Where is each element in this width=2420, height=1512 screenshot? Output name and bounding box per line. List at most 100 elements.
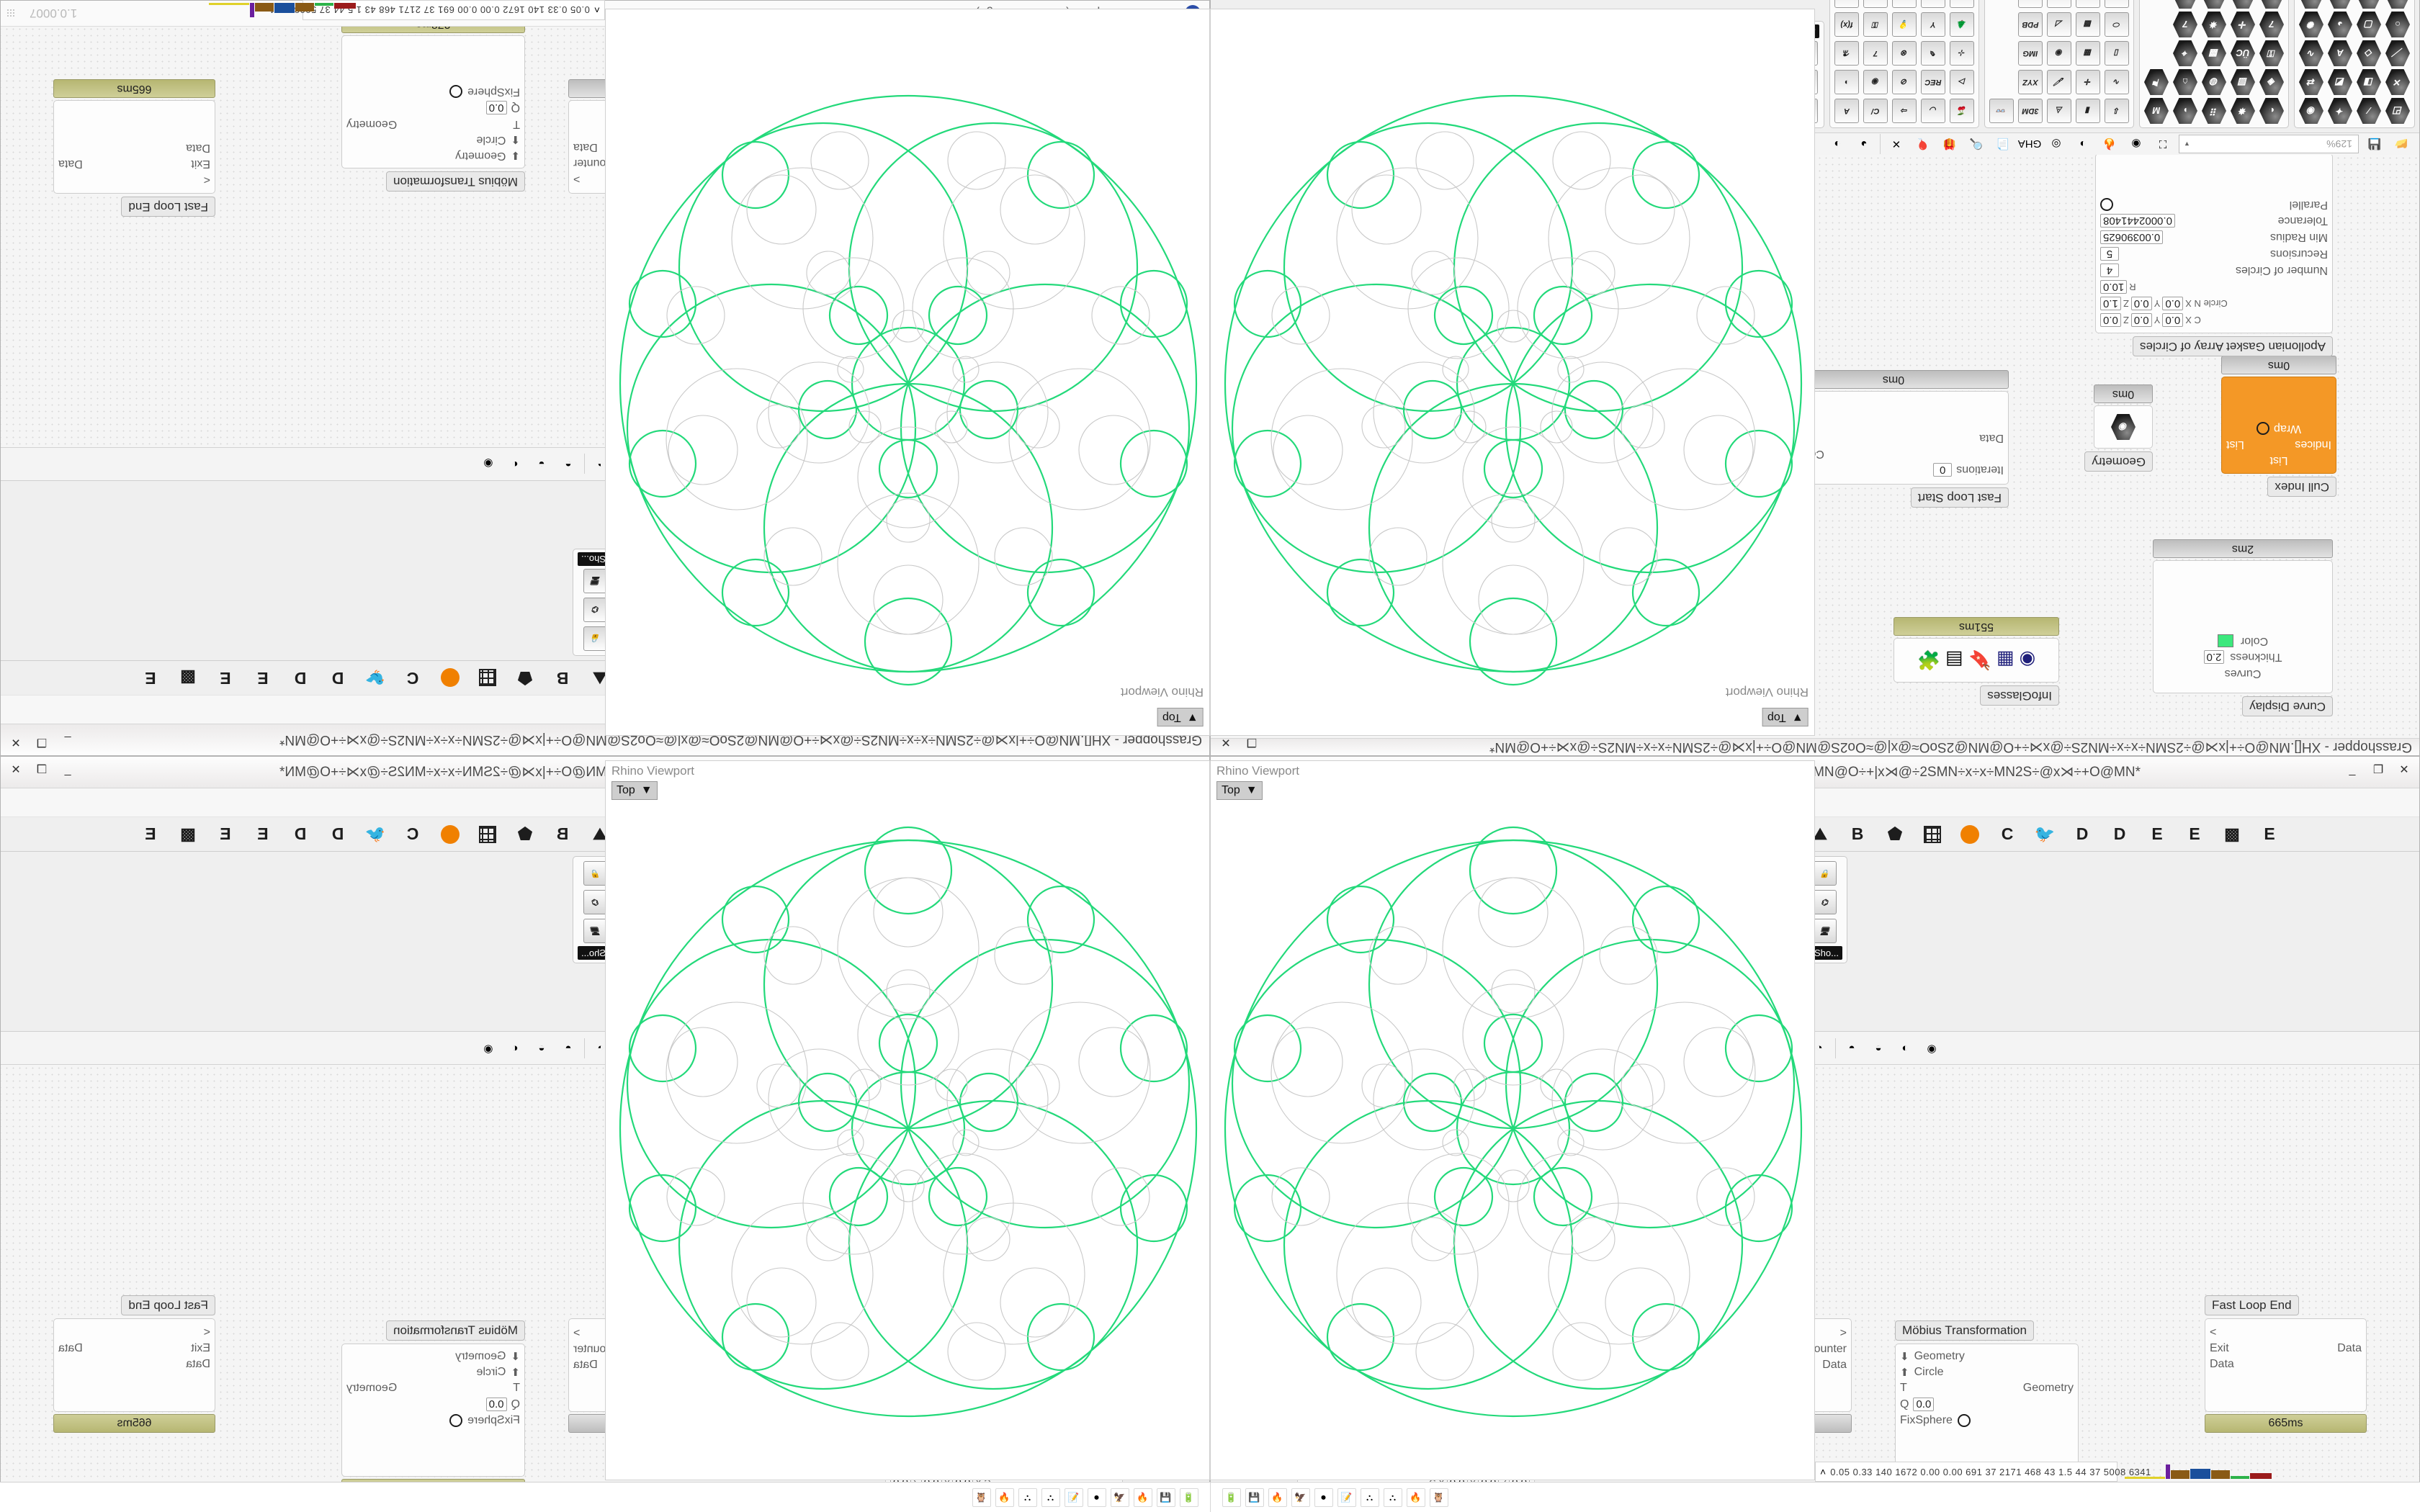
- comp-icon[interactable]: REC: [1919, 68, 1947, 96]
- comp-icon[interactable]: ◑: [2326, 0, 2354, 9]
- iterations-value[interactable]: 0: [1933, 463, 1953, 477]
- drop-teal-icon[interactable]: ◓: [565, 1042, 572, 1054]
- chevron-down-icon[interactable]: ▼: [1792, 711, 1803, 724]
- search-icon[interactable]: 🔍: [1969, 138, 1984, 150]
- comp-icon[interactable]: ／: [2384, 40, 2411, 67]
- comp-icon[interactable]: ◑: [1833, 68, 1860, 96]
- comp-icon[interactable]: 20: [2074, 0, 2102, 9]
- battery-green-icon[interactable]: 🔋: [1179, 1488, 1198, 1507]
- comp-icon[interactable]: ◠: [2384, 0, 2411, 9]
- tab-addon-dither[interactable]: ▩: [180, 824, 196, 843]
- comp-icon[interactable]: ◯: [1948, 0, 1976, 9]
- port-fixsphere[interactable]: FixSphere: [467, 86, 520, 98]
- tab-addon-c[interactable]: C: [2001, 824, 2014, 843]
- drop-orange-icon[interactable]: ◐: [511, 458, 519, 470]
- drop-blue-icon[interactable]: ◉: [1927, 1042, 1937, 1055]
- comp-icon[interactable]: ◕: [2326, 11, 2354, 38]
- drop-orange-icon[interactable]: ◐: [1901, 1042, 1909, 1054]
- thickness-value[interactable]: 2.0: [2203, 650, 2225, 664]
- tab-addon-e3[interactable]: E: [2264, 824, 2275, 843]
- viewport-selector[interactable]: ▼ Top: [1157, 708, 1204, 726]
- balloon-icon[interactable]: 🎈: [1916, 138, 1930, 150]
- comp-icon[interactable]: A: [2326, 40, 2354, 67]
- comp-icon[interactable]: ▩: [2074, 11, 2102, 38]
- drop-green-icon[interactable]: ◒: [538, 1042, 545, 1054]
- comp-icon[interactable]: ◐: [2258, 97, 2285, 125]
- tab-addon-dot[interactable]: [1951, 818, 1989, 851]
- tab-addon-d1[interactable]: D: [2076, 824, 2089, 843]
- tab-addon-dither[interactable]: ▩: [2224, 824, 2240, 843]
- comp-icon[interactable]: ⚑: [2143, 68, 2170, 96]
- port-fixsphere[interactable]: FixSphere: [467, 1414, 520, 1426]
- viewport-selector[interactable]: Top ▼: [611, 781, 658, 800]
- comp-icon[interactable]: ✛: [2074, 68, 2102, 96]
- comp-icon[interactable]: C/: [2200, 0, 2228, 9]
- comp-icon[interactable]: 💡: [1891, 11, 1918, 38]
- drop-shaded-icon[interactable]: ◑: [1834, 138, 1841, 150]
- comp-icon[interactable]: SHP: [2017, 0, 2044, 9]
- chevron-down-icon[interactable]: ▼: [640, 784, 653, 796]
- tab-addon-d1[interactable]: D: [331, 669, 344, 688]
- comp-icon[interactable]: ⚿: [2258, 40, 2285, 67]
- comp-icon[interactable]: ✦: [2326, 97, 2354, 125]
- comp-icon[interactable]: 7: [1862, 40, 1889, 67]
- glasses-puzzle-icon[interactable]: 🧩: [1917, 649, 1941, 672]
- comp-icon[interactable]: ▨: [2229, 68, 2257, 96]
- comp-icon[interactable]: 🖌: [2045, 68, 2073, 96]
- port-fixsphere[interactable]: FixSphere: [1900, 1414, 1953, 1426]
- comp-icon[interactable]: ✕: [2384, 68, 2411, 96]
- port-data-out[interactable]: Data: [573, 1359, 598, 1371]
- comp-icon[interactable]: ▢: [2355, 11, 2383, 38]
- comp-icon[interactable]: ⚛: [2045, 0, 2073, 9]
- port-data-in[interactable]: Data: [1979, 432, 2004, 444]
- comp-icon[interactable]: ◿: [2045, 11, 2073, 38]
- comp-icon[interactable]: f(x): [1833, 11, 1860, 38]
- radial-icon[interactable]: ◎: [2051, 138, 2061, 150]
- node-mobius-transformation[interactable]: Möbius Transformation ⬇Geometry ⬆Circle …: [341, 27, 525, 192]
- q-value[interactable]: 0.0: [1913, 1398, 1935, 1411]
- node-mobius-transformation[interactable]: Möbius Transformation ⬇Geometry ⬆Circle …: [1895, 1320, 2079, 1485]
- comp-icon[interactable]: ◇: [2355, 40, 2383, 67]
- resize-grip[interactable]: [6, 9, 15, 18]
- node-body[interactable]: < Exit Data Data: [53, 100, 215, 194]
- port-exit[interactable]: Exit: [2210, 1342, 2229, 1354]
- drop-black-icon[interactable]: ◕: [1860, 138, 1868, 150]
- gift-icon[interactable]: 🎁: [1942, 138, 1957, 150]
- comp-icon[interactable]: ✎: [1919, 40, 1947, 67]
- comp-icon[interactable]: ⊹: [1948, 40, 1976, 67]
- battery-green-icon[interactable]: 🔋: [1222, 1488, 1241, 1507]
- comp-icon[interactable]: 🎨: [1833, 0, 1860, 9]
- minimize-icon[interactable]: _: [64, 764, 71, 776]
- port-color[interactable]: Color: [2240, 635, 2269, 647]
- color-swatch[interactable]: [2217, 634, 2233, 647]
- tab-addon-grid[interactable]: [469, 662, 506, 695]
- tab-addon-shield[interactable]: ⬟: [518, 669, 532, 688]
- port-counter[interactable]: Counter: [1806, 1343, 1847, 1355]
- port-data-in[interactable]: Data: [186, 142, 210, 154]
- comp-icon[interactable]: ▯: [2103, 40, 2130, 67]
- floppy-64-icon[interactable]: 💾: [1245, 1488, 1264, 1507]
- comp-icon[interactable]: ⇨: [1891, 97, 1918, 125]
- record-red-icon[interactable]: ⏺: [1314, 1488, 1333, 1507]
- port-list-out[interactable]: List: [2226, 438, 2244, 451]
- comp-icon[interactable]: 🔒: [1811, 860, 1838, 887]
- comp-icon[interactable]: ⚡: [2103, 0, 2130, 9]
- tab-addon-e3[interactable]: E: [145, 669, 156, 688]
- comp-icon[interactable]: ⠿: [2200, 97, 2228, 125]
- drop-green-icon[interactable]: ◒: [1875, 1042, 1882, 1054]
- node-body[interactable]: List Indices List Wrap: [2221, 377, 2336, 474]
- tab-addon-bird[interactable]: 🐦: [364, 669, 386, 688]
- node-geometry[interactable]: Geometry ◉ 0ms: [2084, 384, 2153, 472]
- node-body[interactable]: ◉: [2094, 405, 2153, 449]
- comp-icon[interactable]: Pr: [1891, 0, 1918, 9]
- tab-addon-c[interactable]: C: [406, 824, 419, 843]
- chevron-down-icon[interactable]: ▼: [1245, 784, 1258, 796]
- comp-icon[interactable]: ⊘: [1891, 68, 1918, 96]
- shuffle-icon[interactable]: ✕: [1891, 138, 1901, 150]
- drop-blue-icon[interactable]: ◉: [483, 1042, 493, 1055]
- comp-icon[interactable]: ◡: [1919, 97, 1947, 125]
- zoom-field[interactable]: 129% ▼: [2179, 135, 2359, 153]
- close-icon[interactable]: ✕: [11, 736, 21, 748]
- notepad-icon[interactable]: 📝: [1337, 1488, 1356, 1507]
